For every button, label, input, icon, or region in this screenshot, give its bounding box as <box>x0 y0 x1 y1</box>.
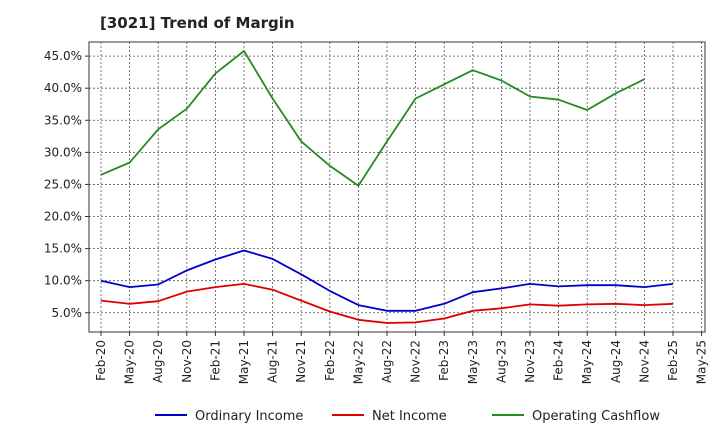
y-axis: 5.0% 10.0% 15.0% 20.0% 25.0% 30.0% 35.0% 40.0% 4… <box>44 49 89 320</box>
x-tick-label: Aug-20 <box>151 340 165 383</box>
y-tick-label: 5.0% <box>52 306 83 320</box>
x-tick-label: Aug-22 <box>380 340 394 383</box>
series-line-operating-cashflow <box>100 50 645 187</box>
y-tick-label: 35.0% <box>44 113 82 127</box>
y-tick-label: 15.0% <box>44 242 82 256</box>
series-line-net-income <box>100 282 674 324</box>
x-tick-label: May-23 <box>466 340 480 384</box>
x-axis: Feb-20 May-20 Aug-20 Nov-20 Feb-21 May-21 Aug-… <box>94 332 709 384</box>
legend-label: Net Income <box>372 409 447 424</box>
x-tick-label: May-24 <box>580 340 594 384</box>
legend-label: Ordinary Income <box>195 409 303 424</box>
x-tick-label: Aug-24 <box>609 340 623 383</box>
y-tick-label: 10.0% <box>44 274 82 288</box>
x-tick-label: Feb-22 <box>323 340 337 381</box>
x-tick-label: May-20 <box>123 340 137 384</box>
y-tick-label: 20.0% <box>44 210 82 224</box>
x-tick-label: Feb-24 <box>552 340 566 381</box>
x-tick-label: Aug-21 <box>266 340 280 383</box>
y-tick-label: 30.0% <box>44 145 82 159</box>
x-tick-label: Feb-20 <box>94 340 108 381</box>
y-tick-label: 45.0% <box>44 49 82 63</box>
x-tick-label: Nov-24 <box>637 340 651 383</box>
legend-label: Operating Cashflow <box>532 409 660 424</box>
x-tick-label: May-22 <box>351 340 365 384</box>
x-tick-label: Nov-22 <box>409 340 423 383</box>
x-tick-label: Nov-21 <box>294 340 308 383</box>
y-tick-label: 25.0% <box>44 177 82 191</box>
x-tick-label: May-21 <box>237 340 251 384</box>
x-tick-label: Nov-23 <box>523 340 537 383</box>
x-tick-label: May-25 <box>695 340 709 384</box>
y-tick-label: 40.0% <box>44 81 82 95</box>
legend: Ordinary Income Net Income Operating Cashf… <box>155 409 660 424</box>
series-line-ordinary-income <box>100 249 674 312</box>
x-tick-label: Nov-20 <box>180 340 194 383</box>
x-tick-label: Feb-23 <box>437 340 451 381</box>
x-tick-label: Aug-23 <box>494 340 508 383</box>
plot-area <box>88 41 706 333</box>
chart-title: [3021] Trend of Margin <box>100 14 295 32</box>
x-tick-label: Feb-25 <box>666 340 680 381</box>
x-tick-label: Feb-21 <box>208 340 222 381</box>
series-lines <box>100 50 674 324</box>
